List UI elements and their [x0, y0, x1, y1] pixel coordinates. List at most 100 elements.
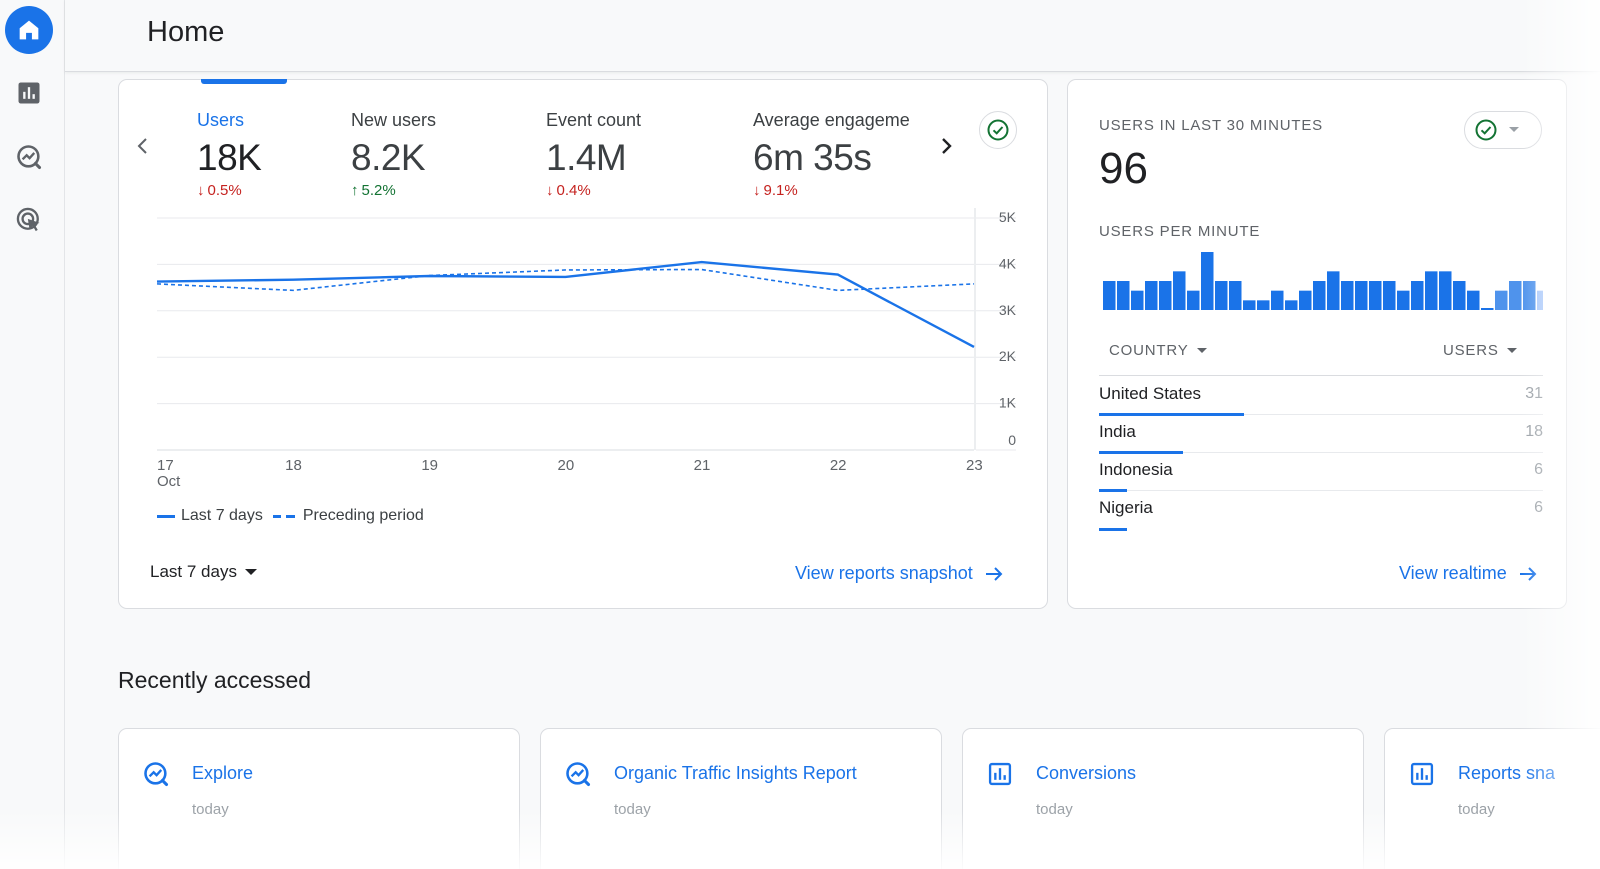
reports-nav-button[interactable]	[5, 69, 53, 117]
date-range-dropdown[interactable]: Last 7 days	[150, 562, 257, 582]
recent-item-time: today	[192, 801, 229, 818]
minute-bar	[1145, 281, 1158, 310]
metric-tab-average-engagement[interactable]: Average engageme 6m 35s ↓ 9.1%	[753, 110, 910, 199]
metric-tab-event-count[interactable]: Event count 1.4M ↓ 0.4%	[546, 110, 641, 199]
metric-label: New users	[351, 110, 437, 130]
legend-solid-swatch	[157, 514, 175, 518]
y-tick-label: 1K	[999, 395, 1017, 411]
table-row: Nigeria 6	[1099, 491, 1543, 531]
explore-nav-button[interactable]	[5, 133, 53, 181]
country-name: United States	[1099, 384, 1202, 403]
minute-bar	[1299, 290, 1312, 310]
minute-bar	[1467, 290, 1480, 310]
minute-bar	[1201, 252, 1214, 310]
explore-icon	[17, 145, 42, 170]
metric-tab-users[interactable]: Users 18K ↓ 0.5%	[197, 110, 262, 199]
minute-bar	[1117, 281, 1130, 310]
x-tick-label: 22	[830, 457, 847, 474]
recent-item-conversions[interactable]: Conversions today	[962, 728, 1364, 869]
preceding-period-line	[156, 268, 975, 292]
metric-change: ↓ 9.1%	[753, 182, 798, 199]
country-users: 6	[1534, 499, 1543, 516]
metric-value: 6m 35s	[753, 137, 872, 178]
country-users: 6	[1534, 461, 1543, 478]
chevron-left-icon[interactable]	[133, 132, 153, 160]
share-bar	[1099, 528, 1127, 531]
country-users: 18	[1525, 423, 1543, 440]
legend-current-label: Last 7 days	[181, 507, 263, 524]
country-name: India	[1099, 422, 1136, 441]
arrow-right-icon	[985, 566, 1003, 581]
minute-bar	[1341, 281, 1354, 310]
view-realtime-label: View realtime	[1399, 563, 1507, 583]
y-tick-label: 3K	[999, 302, 1017, 318]
reports-icon	[988, 762, 1012, 786]
country-column-header[interactable]: COUNTRY	[1109, 342, 1207, 359]
minute-bar	[1215, 281, 1228, 310]
metric-tab-new-users[interactable]: New users 8.2K ↑ 5.2%	[351, 110, 436, 199]
share-bar	[1099, 451, 1184, 454]
minute-bar	[1453, 281, 1466, 310]
minute-bar	[1509, 281, 1522, 310]
page-title: Home	[147, 16, 225, 48]
y-tick-label: 2K	[999, 348, 1017, 364]
sort-caret-icon	[1196, 348, 1207, 353]
realtime-caption: USERS IN LAST 30 MINUTES	[1099, 117, 1323, 134]
data-quality-button[interactable]	[979, 111, 1017, 149]
legend-previous-label: Preceding period	[302, 507, 424, 524]
y-tick-label: 4K	[999, 255, 1017, 271]
advertising-nav-button[interactable]	[5, 196, 53, 244]
minute-bar	[1229, 281, 1242, 310]
realtime-quality-button[interactable]	[1464, 111, 1542, 149]
arrow-up-icon: ↑	[351, 182, 359, 199]
table-row: Indonesia 6	[1099, 453, 1543, 492]
x-tick-label: 23	[966, 457, 983, 474]
home-nav-button[interactable]	[5, 6, 53, 54]
check-circle-icon	[987, 119, 1009, 141]
reports-icon	[1410, 762, 1434, 786]
metric-label: Event count	[546, 110, 642, 130]
recent-item-time: today	[614, 801, 651, 818]
check-circle-icon	[1475, 119, 1497, 141]
minute-bar	[1271, 290, 1284, 310]
metric-value: 1.4M	[546, 137, 627, 178]
arrow-down-icon: ↓	[546, 182, 554, 199]
users-column-header[interactable]: USERS	[1443, 342, 1517, 359]
y-tick-label: 5K	[999, 209, 1017, 225]
recent-item-reports-snapshot[interactable]: Reports sna today	[1384, 728, 1600, 869]
realtime-card: USERS IN LAST 30 MINUTES 96 USERS PER MI…	[1067, 79, 1567, 609]
overview-card: Users 18K ↓ 0.5% New users 8.2K ↑ 5.2% Eve…	[118, 79, 1048, 609]
recent-item-organic-traffic[interactable]: Organic Traffic Insights Report today	[540, 728, 942, 869]
country-users: 31	[1525, 385, 1543, 402]
minute-bar	[1313, 281, 1326, 310]
recent-item-explore[interactable]: Explore today	[118, 728, 520, 869]
left-navigation-rail	[0, 0, 65, 869]
arrow-right-icon	[1519, 566, 1537, 581]
minute-bar	[1131, 290, 1144, 310]
chart-legend: Last 7 days Preceding period	[157, 507, 424, 525]
chevron-right-icon[interactable]	[935, 132, 957, 160]
minute-bar	[1187, 290, 1200, 310]
x-sublabel: Oct	[157, 473, 181, 490]
users-line-chart: 0 1K 2K 3K 4K 5K 17 18 19 20 21 22 23 Oct	[156, 208, 1017, 490]
y-tick-label: 0	[1008, 432, 1016, 448]
explore-icon	[566, 762, 591, 787]
page-header: Home	[65, 0, 1600, 72]
view-reports-snapshot-link[interactable]: View reports snapshot	[795, 563, 1003, 584]
metric-label: Users	[197, 110, 245, 130]
country-name: Nigeria	[1099, 498, 1153, 517]
x-tick-label: 19	[421, 457, 438, 474]
view-realtime-link[interactable]: View realtime	[1399, 563, 1537, 584]
x-tick-label: 17	[157, 457, 174, 474]
recent-item-time: today	[1036, 801, 1073, 818]
advertising-icon	[16, 207, 40, 232]
table-row: United States 31	[1099, 377, 1543, 416]
metric-value: 8.2K	[351, 137, 426, 178]
dropdown-arrow-icon	[1509, 127, 1519, 132]
metric-label: Average engageme	[753, 110, 910, 130]
sort-caret-icon	[1506, 348, 1517, 353]
home-icon	[19, 20, 39, 40]
minute-bar	[1425, 271, 1438, 310]
country-name: Indonesia	[1099, 460, 1173, 479]
recent-item-time: today	[1458, 801, 1495, 818]
